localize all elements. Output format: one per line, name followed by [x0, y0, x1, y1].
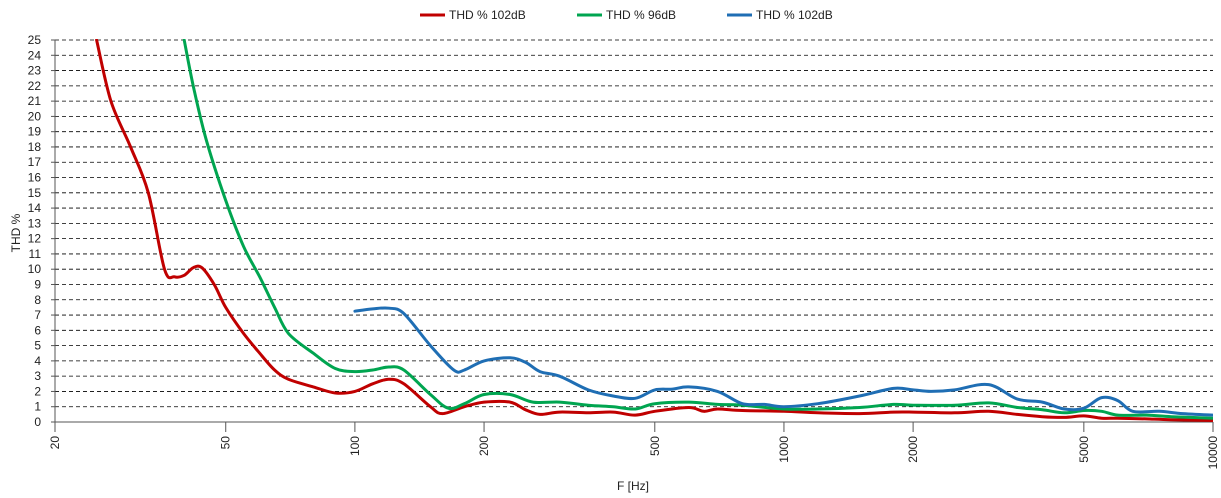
y-tick-label: 21	[28, 94, 42, 108]
series-line-3	[353, 306, 1213, 417]
y-tick-label: 8	[34, 293, 41, 307]
series-line-2	[182, 39, 1213, 420]
axes	[51, 39, 1214, 432]
y-tick-label: 15	[28, 186, 42, 200]
legend: THD % 102dB THD % 96dB THD % 102dB	[420, 8, 833, 22]
grid	[55, 39, 1213, 408]
legend-label-1: THD % 102dB	[449, 8, 526, 22]
y-tick-label: 17	[28, 155, 42, 169]
y-tick-label: 4	[34, 354, 41, 368]
y-tick-label: 9	[34, 277, 41, 291]
x-tick-label: 500	[648, 436, 662, 456]
x-tick-label: 10000	[1206, 436, 1220, 470]
y-tick-label: 25	[28, 33, 42, 47]
x-tick-label: 2000	[906, 436, 920, 463]
legend-label-3: THD % 102dB	[756, 8, 833, 22]
y-tick-label: 12	[28, 232, 42, 246]
y-tick-label: 19	[28, 125, 42, 139]
y-tick-label: 16	[28, 171, 42, 185]
x-tick-label: 20	[48, 436, 62, 450]
y-tick-label: 10	[28, 262, 42, 276]
y-tick-label: 0	[34, 415, 41, 429]
series-line-1	[95, 39, 1213, 422]
y-tick-label: 6	[34, 323, 41, 337]
y-tick-label: 22	[28, 79, 42, 93]
y-tick-label: 1	[34, 400, 41, 414]
legend-label-2: THD % 96dB	[606, 8, 676, 22]
y-axis-title: THD %	[9, 213, 23, 252]
y-tick-label: 2	[34, 384, 41, 398]
x-tick-label: 1000	[777, 436, 791, 463]
y-tick-label: 20	[28, 109, 42, 123]
x-tick-label: 50	[219, 436, 233, 450]
x-tick-label: 200	[477, 436, 491, 456]
y-tick-label: 5	[34, 339, 41, 353]
x-tick-label: 5000	[1077, 436, 1091, 463]
series-group	[95, 39, 1213, 422]
y-tick-labels: 0123456789101112131415161718192021222324…	[28, 33, 42, 429]
y-tick-label: 14	[28, 201, 42, 215]
y-tick-label: 24	[28, 48, 42, 62]
x-tick-labels: 20 50 100 200 500 1000 2000 5000 10000	[48, 436, 1220, 470]
y-tick-label: 18	[28, 140, 42, 154]
y-tick-label: 11	[29, 247, 42, 261]
x-tick-label: 100	[348, 436, 362, 456]
y-tick-label: 7	[34, 308, 41, 322]
y-tick-label: 3	[34, 369, 41, 383]
y-tick-label: 23	[28, 64, 42, 78]
x-axis-title: F [Hz]	[617, 479, 649, 493]
y-tick-label: 13	[28, 216, 42, 230]
